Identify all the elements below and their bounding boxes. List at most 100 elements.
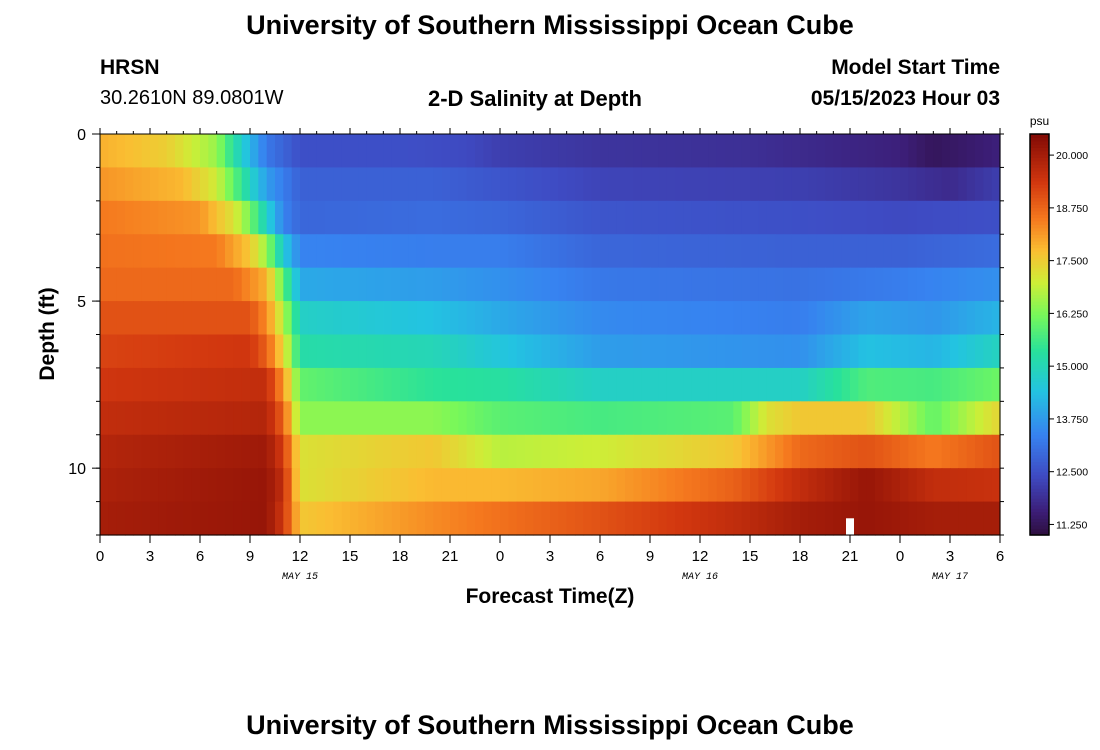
heatmap-cell xyxy=(408,401,418,436)
colorbar-segment xyxy=(1030,317,1049,322)
heatmap-cell xyxy=(300,367,309,402)
heatmap-cell xyxy=(108,501,118,536)
heatmap-cell xyxy=(441,301,451,336)
heatmap-cell xyxy=(133,301,143,336)
heatmap-cell xyxy=(891,401,901,436)
heatmap-cell xyxy=(116,434,126,469)
heatmap-cell xyxy=(733,167,743,202)
heatmap-cell xyxy=(700,468,709,503)
heatmap-cell xyxy=(808,234,818,269)
heatmap-cell xyxy=(916,501,926,536)
heatmap-cell xyxy=(633,334,643,369)
heatmap-cell xyxy=(391,468,401,503)
x-day-label: MAY 17 xyxy=(932,572,968,583)
heatmap-cell xyxy=(258,468,268,503)
heatmap-cell xyxy=(600,367,609,402)
heatmap-cell xyxy=(600,267,609,302)
heatmap-cell xyxy=(391,401,401,436)
heatmap-cell xyxy=(775,501,784,536)
heatmap-cell xyxy=(583,501,593,536)
heatmap-cell xyxy=(241,401,251,436)
heatmap-cell xyxy=(500,167,509,202)
heatmap-cell xyxy=(258,200,268,235)
heatmap-cell xyxy=(933,334,943,369)
heatmap-cell xyxy=(175,468,184,503)
heatmap-cell xyxy=(841,401,851,436)
heatmap-cell xyxy=(891,234,901,269)
heatmap-cell xyxy=(375,134,384,169)
heatmap-cell xyxy=(350,234,359,269)
colorbar-segment xyxy=(1030,354,1049,359)
heatmap-cell xyxy=(616,167,626,202)
heatmap-cell xyxy=(475,334,484,369)
heatmap-cell xyxy=(858,167,868,202)
heatmap-cell xyxy=(308,234,318,269)
colorbar-segment xyxy=(1030,494,1049,499)
heatmap-cell xyxy=(975,267,984,302)
heatmap-cell xyxy=(700,267,709,302)
heatmap-cell xyxy=(191,301,201,336)
heatmap-cell xyxy=(791,401,801,436)
heatmap-cell xyxy=(266,501,276,536)
heatmap-cell xyxy=(200,401,209,436)
heatmap-cell xyxy=(566,301,576,336)
heatmap-cell xyxy=(841,468,851,503)
heatmap-cell xyxy=(400,468,409,503)
heatmap-cell xyxy=(766,234,776,269)
heatmap-cell xyxy=(983,301,993,336)
heatmap-cell xyxy=(258,301,268,336)
heatmap-cell xyxy=(858,434,868,469)
colorbar-segment xyxy=(1030,157,1049,162)
heatmap-cell xyxy=(608,468,618,503)
heatmap-cell xyxy=(158,234,168,269)
colorbar-segment xyxy=(1030,401,1049,406)
heatmap-cell xyxy=(933,434,943,469)
heatmap-cell xyxy=(625,367,634,402)
colorbar-tick-label: 13.750 xyxy=(1056,414,1088,426)
heatmap-cell xyxy=(508,367,518,402)
heatmap-cell xyxy=(666,501,676,536)
heatmap-cell xyxy=(633,200,643,235)
heatmap-cell xyxy=(400,301,409,336)
heatmap-cell xyxy=(991,334,1001,369)
heatmap-cell xyxy=(375,334,384,369)
heatmap-cell xyxy=(425,401,434,436)
heatmap-cell xyxy=(950,167,959,202)
heatmap-cell xyxy=(558,434,568,469)
heatmap-cell xyxy=(316,301,326,336)
heatmap-cell xyxy=(675,167,684,202)
heatmap-cell xyxy=(408,501,418,536)
heatmap-cell xyxy=(750,267,759,302)
colorbar-segment xyxy=(1030,301,1049,306)
heatmap-cell xyxy=(241,501,251,536)
colorbar-segment xyxy=(1030,361,1049,366)
heatmap-cell xyxy=(866,501,876,536)
heatmap-cell xyxy=(450,234,459,269)
heatmap-cell xyxy=(175,301,184,336)
heatmap-cell xyxy=(300,167,309,202)
heatmap-cell xyxy=(416,301,426,336)
heatmap-cell xyxy=(716,501,726,536)
heatmap-cell xyxy=(383,167,393,202)
heatmap-cell xyxy=(783,234,793,269)
heatmap-cell xyxy=(675,367,684,402)
heatmap-cell xyxy=(416,401,426,436)
heatmap-cell xyxy=(250,167,259,202)
heatmap-cell xyxy=(775,200,784,235)
heatmap-cell xyxy=(108,267,118,302)
heatmap-cell xyxy=(325,401,334,436)
heatmap-cell xyxy=(125,434,134,469)
heatmap-cell xyxy=(341,301,351,336)
heatmap-cell xyxy=(541,267,551,302)
heatmap-cell xyxy=(858,234,868,269)
heatmap-cell xyxy=(925,200,934,235)
heatmap-cell xyxy=(750,434,759,469)
heatmap-cell xyxy=(575,301,584,336)
heatmap-cell xyxy=(425,434,434,469)
heatmap-cell xyxy=(200,334,209,369)
heatmap-cell xyxy=(825,501,834,536)
heatmap-cell xyxy=(341,367,351,402)
heatmap-cell xyxy=(366,134,376,169)
heatmap-cell xyxy=(875,334,884,369)
heatmap-cell xyxy=(308,501,318,536)
